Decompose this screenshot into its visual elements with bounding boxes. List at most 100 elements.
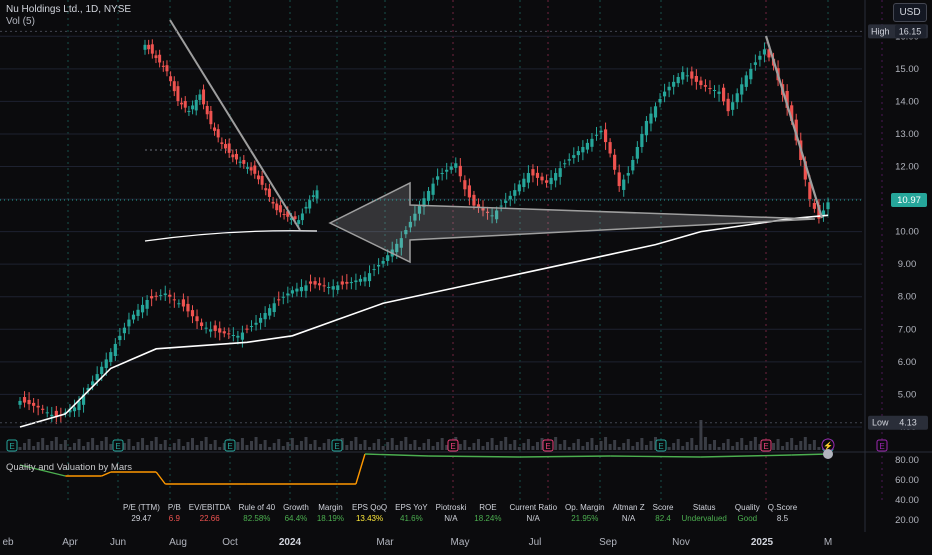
- volume-bar: [790, 438, 794, 450]
- volume-bar: [622, 443, 626, 450]
- candle-body: [785, 90, 789, 108]
- volume-bar: [576, 439, 580, 450]
- candle-body: [726, 98, 730, 112]
- time-tick-label: Aug: [169, 537, 187, 548]
- metric-header: Status: [692, 503, 716, 512]
- candle-body: [740, 84, 744, 95]
- volume-bar: [567, 447, 571, 450]
- candle-body: [154, 295, 158, 297]
- metric-value: 41.6%: [400, 514, 423, 523]
- metric-header: Growth: [283, 503, 309, 512]
- metric-header: P/B: [167, 503, 181, 512]
- metric-value: 22.66: [199, 514, 220, 523]
- price-tick-label: 12.00: [895, 162, 919, 173]
- volume-bar: [145, 445, 149, 450]
- candle-body: [821, 210, 826, 216]
- inset-candle-body: [147, 44, 151, 50]
- inset-candle-body: [297, 220, 301, 224]
- inset-candle-body: [224, 144, 228, 149]
- volume-bar: [254, 437, 258, 450]
- candle-body: [681, 72, 685, 80]
- volume-bar: [290, 438, 294, 450]
- inset-ma-line: [144, 230, 318, 242]
- metric-value: 29.47: [131, 514, 152, 523]
- inset-candle-body: [256, 175, 260, 180]
- volume-bar: [309, 444, 313, 450]
- candle-body: [408, 221, 412, 228]
- candle-body: [322, 285, 326, 287]
- candle-body: [558, 168, 562, 177]
- currency-button[interactable]: USD: [893, 3, 927, 22]
- metric-header: Rule of 40: [238, 503, 276, 512]
- volume-bar: [685, 442, 689, 450]
- candle-body: [222, 331, 226, 334]
- volume-bar: [499, 441, 503, 450]
- indicator-title[interactable]: Quality and Valuation by Mars: [6, 462, 133, 473]
- volume-legend[interactable]: Vol (5): [6, 16, 35, 27]
- price-tick-label: 9.00: [898, 259, 917, 270]
- inset-candle-body: [227, 143, 231, 153]
- volume-bar: [236, 442, 240, 450]
- candle-body: [803, 161, 807, 180]
- candle-body: [567, 159, 571, 161]
- volume-bar: [585, 442, 589, 450]
- earnings-marker-label: E: [9, 442, 14, 451]
- inset-candle-body: [154, 55, 158, 59]
- candle-body: [749, 68, 753, 80]
- low-label: Low: [872, 418, 889, 428]
- candle-body: [254, 322, 258, 325]
- candle-body: [131, 314, 136, 320]
- metric-value: 21.95%: [571, 514, 599, 523]
- candle-body: [358, 278, 363, 282]
- inset-candle-body: [216, 129, 220, 138]
- candle-body: [626, 173, 630, 176]
- volume-bar: [263, 440, 267, 450]
- candle-body: [590, 138, 594, 147]
- volume-bar: [699, 420, 703, 450]
- inset-candle-body: [165, 65, 169, 72]
- indicator-line-segment: [101, 471, 112, 477]
- volume-bar: [613, 440, 617, 450]
- candle-body: [118, 335, 122, 341]
- volume-bar: [817, 447, 821, 450]
- time-tick-label: M: [824, 537, 832, 548]
- candle-body: [18, 400, 22, 405]
- candle-body: [209, 329, 213, 332]
- candle-body: [808, 182, 812, 200]
- candle-body: [104, 359, 108, 369]
- inset-candle-body: [191, 105, 195, 110]
- metric-value: 64.4%: [284, 514, 308, 523]
- candle-body: [100, 366, 104, 375]
- candle-body: [685, 75, 689, 77]
- volume-bar: [535, 442, 539, 450]
- symbol-title[interactable]: Nu Holdings Ltd., 1D, NYSE: [6, 4, 132, 15]
- inset-candle-body: [271, 201, 275, 204]
- inset-candle-body: [308, 200, 312, 209]
- inset-candle-body: [278, 205, 282, 213]
- low-value: 4.13: [899, 418, 917, 428]
- candle-body: [236, 335, 240, 338]
- volume-bar: [472, 443, 476, 450]
- candle-body: [195, 316, 199, 322]
- volume-bar: [54, 437, 58, 450]
- volume-bar: [572, 443, 576, 450]
- volume-bar: [554, 437, 558, 450]
- inset-candle-body: [315, 190, 319, 199]
- volume-bar: [467, 447, 471, 450]
- candle-body: [181, 299, 186, 307]
- volume-bar: [95, 445, 99, 450]
- volume-bar: [722, 443, 726, 450]
- volume-bar: [531, 446, 535, 450]
- indicator-line-segment: [610, 455, 701, 458]
- price-tick-label: 15.00: [895, 64, 919, 75]
- metric-value: Good: [737, 514, 758, 523]
- volume-bar: [476, 439, 480, 450]
- earnings-marker: [112, 439, 124, 452]
- inset-candle-body: [282, 214, 286, 216]
- volume-bar: [803, 437, 807, 450]
- candle-body: [304, 285, 308, 291]
- inset-candle-body: [172, 81, 176, 92]
- indicator-line-segment: [155, 471, 166, 485]
